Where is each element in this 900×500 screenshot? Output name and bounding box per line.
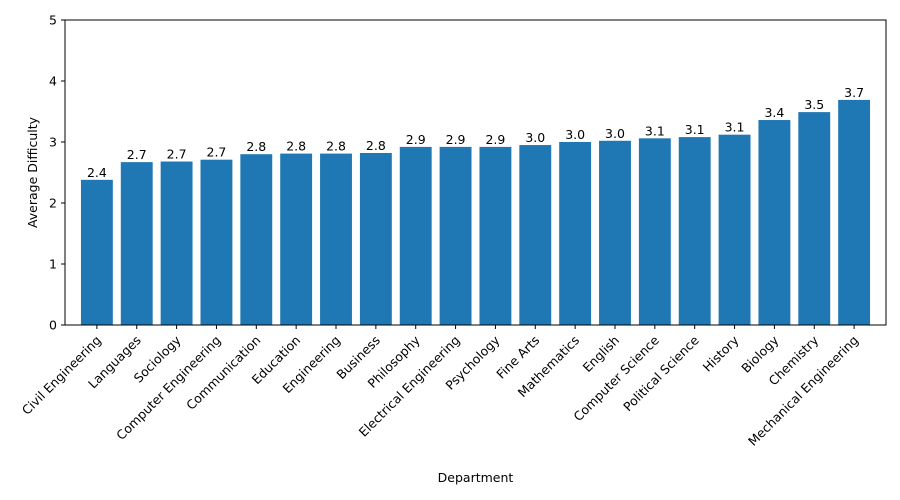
data-label: 3.1	[645, 123, 665, 138]
bar	[200, 159, 233, 325]
data-label: 2.8	[286, 139, 306, 154]
bar	[798, 112, 831, 325]
x-axis-title: Department	[438, 470, 514, 485]
bar	[599, 140, 631, 325]
data-label: 3.0	[525, 130, 545, 145]
data-label: 2.7	[127, 147, 147, 162]
bar	[320, 153, 352, 325]
x-tick-label: History	[700, 332, 742, 374]
bar	[80, 179, 113, 325]
data-label: 2.8	[246, 139, 266, 154]
bar	[758, 120, 791, 325]
x-tick-label: Political Science	[620, 332, 702, 414]
data-label: 3.0	[565, 127, 585, 142]
bar	[838, 99, 871, 325]
data-label: 2.9	[406, 132, 426, 147]
data-label: 2.8	[366, 138, 386, 153]
bar	[439, 146, 472, 325]
y-tick-label: 5	[49, 13, 57, 28]
data-label: 2.8	[326, 139, 346, 154]
data-label: 2.7	[167, 147, 187, 162]
data-label: 2.9	[446, 132, 466, 147]
bar	[120, 162, 153, 325]
bar	[519, 145, 552, 325]
bar	[638, 138, 671, 325]
bars-group	[80, 99, 871, 325]
y-axis-ticks: 0 1 2 3 4 5	[49, 13, 65, 333]
y-tick-label: 4	[49, 74, 57, 89]
bar	[359, 152, 392, 325]
y-tick-label: 2	[49, 196, 57, 211]
y-tick-label: 3	[49, 135, 57, 150]
bar	[718, 134, 751, 325]
data-labels-group: 2.4 2.7 2.7 2.7 2.8 2.8 2.8 2.8 2.9 2.9 2.9 3.0 3.0 3…	[87, 85, 864, 180]
data-label: 3.5	[804, 97, 824, 112]
y-tick-label: 1	[49, 257, 57, 272]
bar	[559, 142, 592, 325]
bar	[280, 153, 313, 325]
bar	[678, 137, 711, 325]
y-axis-title: Average Difficulty	[25, 116, 40, 228]
bar	[160, 161, 193, 325]
data-label: 3.7	[844, 85, 864, 100]
plot-frame	[64, 19, 887, 326]
data-label: 2.9	[485, 132, 505, 147]
data-label: 3.1	[685, 122, 705, 137]
data-label: 2.7	[207, 145, 227, 160]
data-label: 3.4	[764, 105, 784, 120]
data-label: 2.4	[87, 165, 107, 180]
x-axis-ticks: Civil EngineeringLanguagesSociologyCompu…	[19, 325, 861, 449]
data-label: 3.1	[725, 120, 745, 135]
bar	[479, 146, 512, 325]
data-label: 3.0	[605, 126, 625, 141]
bar	[240, 154, 273, 325]
bar	[399, 146, 432, 325]
y-tick-label: 0	[49, 318, 57, 333]
